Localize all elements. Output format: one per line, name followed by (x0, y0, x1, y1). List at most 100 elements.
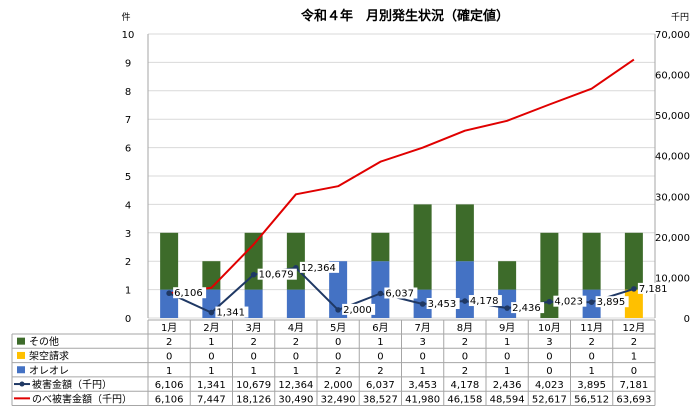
table-cell: 0 (504, 351, 510, 362)
monthly-damage-point (504, 305, 510, 311)
bar-segment (160, 232, 179, 290)
data-label-background (637, 282, 671, 294)
right-tick-label: 70,000 (655, 30, 690, 41)
table-cell: 2 (588, 337, 594, 348)
table-cell: 48,594 (490, 394, 525, 405)
data-label-background (342, 303, 376, 315)
table-cell: 1 (208, 337, 214, 348)
data-label-background (257, 268, 297, 280)
bar-segment (286, 232, 305, 290)
table-cell: 3 (546, 337, 552, 348)
category-label: 4月 (288, 322, 304, 334)
data-label: 4,023 (554, 297, 583, 308)
table-cell: 1,341 (197, 380, 226, 391)
table-cell: 0 (208, 351, 214, 362)
table-cell: 38,527 (363, 394, 398, 405)
data-label-background (468, 295, 502, 307)
table-cell: 1 (419, 366, 425, 377)
left-tick-label: 7 (125, 115, 131, 126)
table-row-label: のべ被害金額（千円） (32, 392, 132, 405)
table-cell: 2 (335, 366, 341, 377)
legend-swatch (17, 366, 25, 374)
table-cell: 30,490 (278, 394, 313, 405)
right-axis-ticks: 0 10,000 20,000 30,000 40,000 50,000 60,000 70,… (655, 30, 690, 325)
table-cell: 0 (250, 351, 256, 362)
bar-segment (413, 204, 432, 290)
data-label: 6,106 (174, 288, 203, 299)
monthly-damage-point (250, 271, 257, 278)
data-label-background (595, 296, 629, 308)
legend-swatch (17, 337, 25, 345)
table-cell: 1 (293, 366, 299, 377)
left-tick-label: 8 (125, 87, 131, 98)
right-tick-label: 50,000 (655, 111, 690, 122)
table-cell: 0 (335, 337, 341, 348)
right-tick-label: 40,000 (655, 152, 690, 163)
table-cell: 3,453 (408, 380, 437, 391)
table-cell: 0 (631, 366, 637, 377)
table-cell: 18,126 (236, 394, 271, 405)
bar-segment (624, 289, 643, 318)
monthly-damage-point (335, 307, 341, 313)
bar-segment (582, 232, 601, 290)
left-tick-label: 10 (122, 30, 135, 41)
bar-segment (329, 261, 348, 318)
category-label: 10月 (538, 322, 561, 334)
left-tick-label: 3 (125, 229, 131, 240)
data-label-background (511, 302, 545, 314)
table-cell: 46,158 (447, 394, 482, 405)
table-cell: 3,895 (577, 380, 606, 391)
bar-segment (202, 261, 221, 290)
bar-segment (371, 232, 390, 262)
table-cell: 2 (166, 337, 172, 348)
monthly-damage-point (419, 301, 426, 307)
category-label: 8月 (457, 322, 473, 334)
table-cell: 12,364 (278, 380, 313, 391)
right-tick-label: 20,000 (655, 233, 690, 244)
left-tick-label: 6 (125, 144, 131, 155)
right-tick-label: 0 (684, 314, 690, 325)
data-label-background (215, 306, 249, 318)
category-label: 9月 (499, 322, 515, 334)
table-cell: 6,037 (366, 380, 395, 391)
table-cell: 0 (293, 351, 299, 362)
table-cell: 4,178 (451, 380, 480, 391)
bar-segment (244, 289, 263, 318)
table-cell: 41,980 (405, 394, 440, 405)
category-label: 11月 (580, 322, 603, 334)
table-cell: 1 (208, 366, 214, 377)
data-label: 4,178 (470, 296, 499, 307)
bar-segment (286, 289, 305, 318)
table-row-label: オレオレ (29, 365, 69, 377)
monthly-damage-point (208, 309, 215, 316)
right-axis-unit: 千円 (671, 12, 689, 23)
table-cell: 56,512 (574, 394, 609, 405)
data-label-background (173, 287, 207, 299)
table-cell: 0 (546, 351, 552, 362)
data-label: 12,364 (301, 263, 336, 274)
table-cell: 7,447 (197, 394, 226, 405)
table-cell: 0 (546, 366, 552, 377)
monthly-damage-point (462, 298, 468, 304)
right-tick-label: 10,000 (655, 273, 690, 284)
chart-title: 令和４年 月別発生状況（確定値） (301, 8, 509, 24)
table-cell: 2 (377, 366, 383, 377)
table-cell: 1 (377, 337, 383, 348)
bar-segment (498, 261, 517, 290)
category-label: 7月 (414, 322, 430, 334)
lines (166, 58, 637, 316)
data-label-background (426, 297, 460, 309)
left-tick-label: 1 (125, 286, 131, 297)
left-tick-label: 4 (125, 200, 131, 211)
right-tick-label: 60,000 (655, 71, 690, 82)
legend-swatch-marker (19, 381, 25, 387)
table-cell: 1 (250, 366, 256, 377)
table-cell: 3 (419, 337, 425, 348)
data-label-background (384, 287, 418, 299)
table-cell: 1 (504, 366, 510, 377)
table-cell: 0 (462, 351, 468, 362)
left-axis-ticks: 0 1 2 3 4 5 6 7 8 9 10 (122, 30, 135, 325)
table-cell: 32,490 (321, 394, 356, 405)
category-label: 12月 (623, 322, 646, 334)
left-tick-label: 5 (125, 172, 131, 183)
